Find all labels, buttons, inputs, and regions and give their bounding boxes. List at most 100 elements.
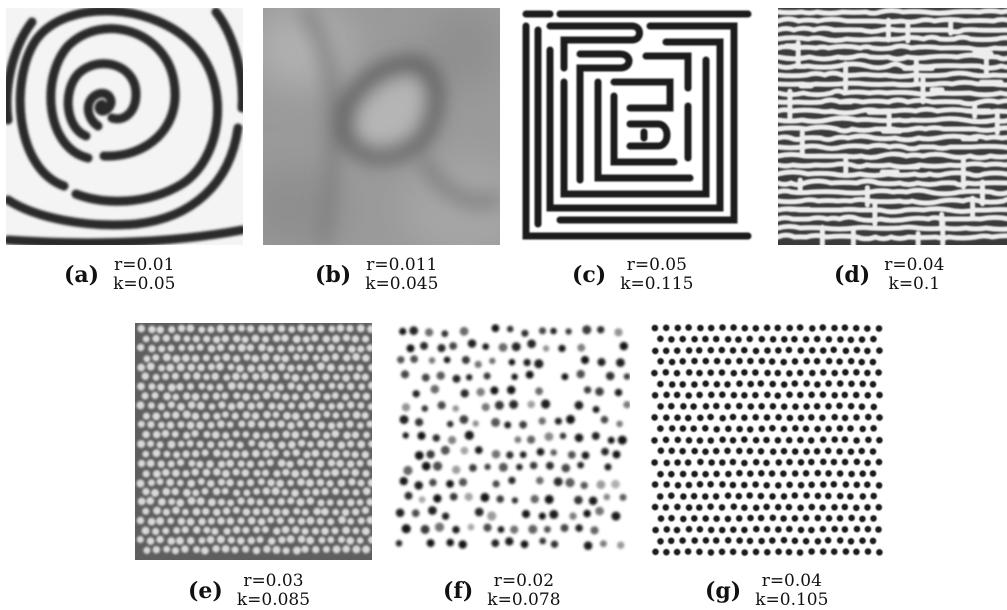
pattern-spot bbox=[780, 470, 787, 477]
pattern-spot bbox=[153, 506, 161, 515]
pattern-spot bbox=[797, 391, 804, 399]
pattern-spot bbox=[222, 469, 230, 478]
pattern-spot bbox=[870, 425, 877, 432]
pattern-spot bbox=[718, 504, 726, 511]
pattern-spot bbox=[707, 437, 715, 444]
pattern-spot bbox=[875, 526, 882, 533]
pattern-spot bbox=[791, 470, 799, 477]
pattern-spot bbox=[467, 523, 475, 531]
pattern-spot bbox=[819, 347, 827, 354]
pattern-spot bbox=[366, 516, 372, 525]
pattern-spot bbox=[651, 414, 658, 421]
pattern-spot bbox=[176, 479, 184, 487]
pattern-spot bbox=[685, 369, 693, 376]
pattern-spot bbox=[241, 450, 249, 458]
pattern-spot bbox=[690, 403, 697, 410]
pattern-spot bbox=[283, 373, 290, 380]
pattern-spot bbox=[752, 414, 759, 421]
pattern-spot bbox=[791, 358, 799, 365]
pattern-spot bbox=[459, 326, 469, 336]
pattern-spot bbox=[176, 498, 185, 507]
pattern-spot bbox=[213, 354, 221, 362]
pattern-spot bbox=[657, 470, 664, 478]
pattern-spot bbox=[347, 498, 355, 507]
pattern-spot bbox=[565, 328, 572, 335]
pattern-spot bbox=[718, 548, 726, 556]
pattern-spot bbox=[362, 545, 371, 554]
pattern-spot bbox=[808, 347, 816, 354]
pattern-spot bbox=[176, 383, 184, 391]
pattern-spot bbox=[286, 460, 294, 468]
pattern-spot bbox=[858, 447, 865, 455]
pattern-spot bbox=[421, 461, 431, 471]
pattern-spot bbox=[567, 451, 576, 459]
pattern-spot bbox=[691, 537, 698, 544]
pattern-spot bbox=[367, 381, 372, 390]
pattern-spot bbox=[506, 325, 514, 333]
pattern-spot bbox=[876, 347, 883, 354]
pattern-spot bbox=[514, 436, 522, 444]
pattern-spot bbox=[657, 335, 664, 343]
pattern-spot bbox=[729, 548, 737, 556]
pattern-spot bbox=[803, 448, 810, 455]
pattern-spot bbox=[362, 392, 370, 401]
pattern-spot bbox=[611, 479, 620, 489]
pattern-spot bbox=[691, 447, 698, 455]
pattern-spot bbox=[741, 392, 748, 399]
pattern-spot bbox=[819, 324, 827, 331]
pattern-spot bbox=[323, 393, 331, 401]
pattern-spot bbox=[802, 470, 810, 477]
pattern-spot bbox=[719, 391, 726, 398]
pattern-spot bbox=[836, 380, 844, 387]
pattern-spot bbox=[242, 545, 250, 553]
pattern-spot bbox=[685, 525, 693, 533]
pattern-spot bbox=[322, 450, 330, 458]
pattern-spot bbox=[870, 515, 877, 522]
pattern-spot bbox=[492, 480, 500, 488]
pattern-spot bbox=[252, 431, 260, 439]
pattern-spot bbox=[183, 431, 191, 439]
pattern-spot bbox=[238, 420, 246, 428]
pattern-spot bbox=[583, 509, 591, 518]
pattern-spot bbox=[780, 425, 788, 433]
pattern-spot bbox=[736, 402, 743, 410]
pattern-spot bbox=[366, 420, 372, 428]
pattern-spot bbox=[848, 470, 855, 478]
pattern-spot bbox=[213, 412, 221, 420]
pattern-spot bbox=[461, 356, 470, 364]
pattern-spot bbox=[137, 324, 146, 333]
pattern-spot bbox=[266, 325, 275, 333]
pattern-spot bbox=[142, 507, 150, 515]
pattern-spot bbox=[459, 415, 469, 424]
pattern-spot bbox=[769, 448, 777, 455]
pattern-spot bbox=[775, 459, 783, 466]
pattern-spot bbox=[582, 325, 592, 335]
pattern-spot bbox=[859, 515, 866, 523]
pattern-spot bbox=[399, 476, 408, 486]
pattern-spot bbox=[247, 516, 256, 525]
pattern-spot bbox=[172, 354, 181, 363]
pattern-spot bbox=[328, 382, 336, 390]
pattern-spot bbox=[550, 540, 559, 548]
pattern-spot bbox=[433, 461, 443, 471]
pattern-spot bbox=[356, 537, 364, 544]
pattern-spot bbox=[203, 373, 210, 381]
pattern-spot bbox=[541, 399, 551, 409]
pattern-spot bbox=[566, 414, 575, 424]
pattern-spot bbox=[736, 357, 743, 365]
pattern-spot bbox=[757, 492, 765, 500]
labyrinth-stripe bbox=[778, 223, 1007, 232]
pattern-spot bbox=[491, 539, 500, 548]
pattern-spot bbox=[702, 335, 709, 343]
pattern-spot bbox=[864, 325, 871, 332]
pattern-spot bbox=[312, 354, 320, 362]
pattern-spot bbox=[536, 476, 544, 485]
pattern-spot bbox=[216, 535, 225, 544]
pattern-spot bbox=[262, 449, 271, 458]
pattern-spot bbox=[267, 516, 275, 524]
pattern-spot bbox=[623, 401, 630, 409]
pattern-spot bbox=[446, 480, 454, 488]
pattern-spot bbox=[747, 470, 754, 477]
pattern-spot bbox=[167, 401, 175, 409]
pattern-spot bbox=[262, 469, 270, 477]
